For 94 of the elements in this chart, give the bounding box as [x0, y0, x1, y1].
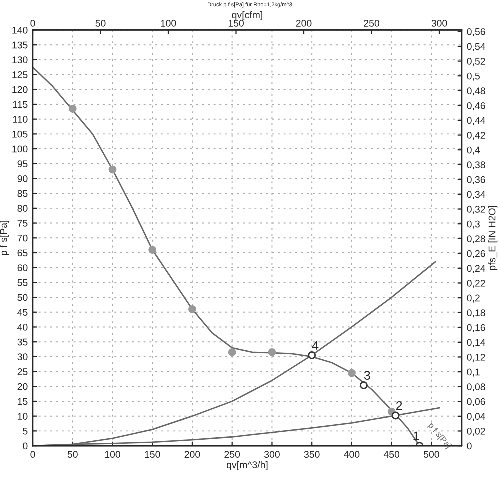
- point: [308, 352, 316, 360]
- x-tick-label: 50: [68, 451, 78, 458]
- y-tick-label: 20: [18, 383, 28, 390]
- y-axis-title: p f s[Pa]: [0, 221, 10, 256]
- y-tick-label: 0: [23, 442, 28, 450]
- point: [108, 166, 117, 174]
- y2-tick-label: 0,2: [467, 294, 480, 303]
- y2-tick-label: 0,3: [467, 220, 480, 229]
- x2-tick-label: 150: [228, 20, 244, 27]
- x-tick-label: 450: [384, 451, 400, 458]
- y2-tick-label: 0,38: [467, 162, 486, 170]
- x2-tick-label: 100: [161, 20, 176, 27]
- y-tick-label: 95: [18, 160, 28, 168]
- y2-tick-label: 0,52: [467, 58, 486, 66]
- y-tick-label: 75: [18, 220, 28, 227]
- x-tick-label: 400: [344, 451, 360, 458]
- y2-tick-label: 0,24: [467, 265, 486, 274]
- y-tick-label: 35: [18, 338, 28, 346]
- y2-tick-label: 0,36: [467, 176, 486, 184]
- x2-tick-label: 250: [364, 20, 380, 27]
- point: [228, 348, 236, 356]
- y2-tick-label: 0,02: [467, 428, 486, 436]
- y-tick-label: 100: [12, 146, 28, 153]
- y-tick-label: 110: [13, 116, 28, 123]
- y-tick-label: 125: [12, 72, 28, 78]
- x-tick-label: 200: [184, 451, 200, 458]
- x-tick-label: 350: [304, 451, 320, 458]
- y2-tick-label: 0,4: [467, 146, 480, 155]
- point: [148, 246, 157, 254]
- y2-tick-label: 0: [467, 442, 472, 450]
- y-tick-label: 5: [23, 428, 28, 435]
- y-tick-label: 15: [18, 398, 28, 406]
- y-tick-label: 40: [18, 324, 28, 331]
- x-tick-label: 100: [105, 451, 120, 458]
- y-tick-label: 70: [18, 234, 28, 242]
- x2-tick-label: 0: [30, 20, 36, 27]
- y2-tick-label: 0,54: [467, 43, 486, 52]
- y-tick-label: 65: [18, 250, 28, 257]
- y-tick-label: 45: [18, 309, 28, 316]
- y-tick-label: 130: [12, 56, 28, 64]
- y-tick-label: 80: [18, 205, 28, 212]
- y2-tick-label: 0,06: [467, 398, 486, 406]
- y2-tick-label: 0,26: [467, 250, 486, 258]
- annotation: 1: [414, 432, 420, 440]
- y-tick-label: 55: [18, 280, 28, 286]
- y-tick-label: 90: [18, 175, 28, 182]
- y2-tick-label: 0,08: [467, 384, 486, 392]
- y2-tick-label: 0,46: [467, 102, 486, 110]
- x-tick-label: 250: [224, 451, 240, 458]
- annotation: 3: [364, 371, 370, 380]
- point: [188, 305, 196, 314]
- y-tick-label: 30: [18, 354, 28, 361]
- y-tick-label: 120: [12, 86, 28, 94]
- y2-axis-title: pfs_E [IN H2O]: [488, 206, 498, 270]
- annotation: 4: [312, 341, 319, 350]
- y2-tick-label: 0,48: [467, 88, 486, 96]
- x2-axis-title: qv[cfm]: [232, 11, 262, 20]
- x-axis-title: qv[m^3/h]: [226, 461, 268, 470]
- point: [360, 382, 368, 390]
- x2-tick-label: 200: [296, 20, 312, 27]
- y2-tick-label: 0,22: [467, 280, 486, 288]
- y-tick-label: 85: [18, 190, 28, 198]
- y-tick-label: 50: [18, 294, 28, 302]
- y-tick-label: 115: [13, 101, 28, 108]
- x-tick-label: 150: [145, 451, 160, 458]
- y2-tick-label: 0,14: [467, 339, 486, 348]
- y-tick-label: 60: [18, 264, 28, 272]
- point: [348, 369, 356, 378]
- point: [268, 348, 276, 356]
- annotation: 2: [396, 401, 402, 410]
- y2-tick-label: 0,18: [467, 310, 486, 318]
- y-tick-label: 135: [12, 42, 28, 49]
- y-tick-label: 105: [12, 130, 28, 138]
- y2-tick-label: 0,12: [467, 354, 486, 362]
- y2-tick-label: 0,44: [467, 117, 486, 126]
- y-tick-label: 10: [18, 413, 28, 420]
- y2-tick-label: 0,1: [467, 368, 480, 377]
- point: [68, 104, 77, 113]
- y2-tick-label: 0,16: [467, 324, 486, 332]
- y2-tick-label: 0,34: [467, 191, 486, 200]
- y2-tick-label: 0,28: [467, 236, 486, 244]
- y2-tick-label: 0,5: [467, 72, 480, 81]
- y-tick-label: 25: [18, 368, 28, 376]
- x-tick-label: 300: [264, 451, 280, 458]
- y2-tick-label: 0,42: [467, 132, 486, 140]
- x2-tick-label: 50: [96, 20, 106, 27]
- y2-tick-label: 0,32: [467, 206, 486, 214]
- y-tick-label: 140: [12, 26, 28, 34]
- y2-tick-label: 0,56: [467, 28, 486, 36]
- point: [392, 412, 400, 420]
- x2-tick-label: 300: [432, 20, 448, 27]
- x-tick-label: 0: [30, 451, 36, 458]
- x-tick-label: 500: [424, 451, 440, 458]
- y2-tick-label: 0,04: [467, 413, 486, 422]
